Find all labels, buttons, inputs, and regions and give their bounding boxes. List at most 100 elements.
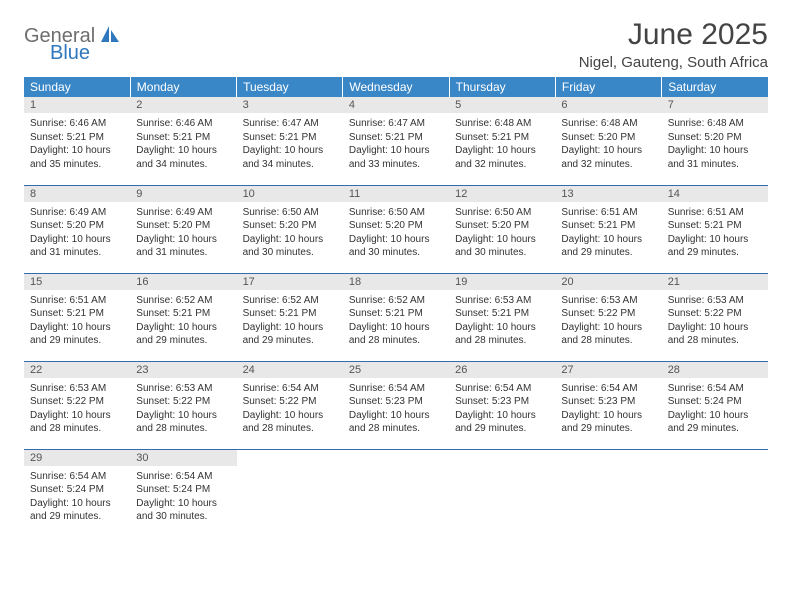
day-content: Sunrise: 6:48 AMSunset: 5:20 PMDaylight:… — [662, 113, 768, 177]
daylight-line: Daylight: 10 hours and 31 minutes. — [136, 233, 230, 260]
sunset-line: Sunset: 5:22 PM — [243, 395, 337, 409]
day-number: 5 — [449, 97, 555, 113]
day-cell: 25Sunrise: 6:54 AMSunset: 5:23 PMDayligh… — [343, 361, 449, 449]
day-number: 2 — [130, 97, 236, 113]
day-content: Sunrise: 6:46 AMSunset: 5:21 PMDaylight:… — [24, 113, 130, 177]
week-row: 1Sunrise: 6:46 AMSunset: 5:21 PMDaylight… — [24, 97, 768, 185]
daylight-line: Daylight: 10 hours and 28 minutes. — [349, 409, 443, 436]
sunrise-line: Sunrise: 6:52 AM — [243, 294, 337, 308]
page-header: General Blue June 2025 Nigel, Gauteng, S… — [24, 18, 768, 71]
daylight-line: Daylight: 10 hours and 29 minutes. — [668, 409, 762, 436]
week-row: 22Sunrise: 6:53 AMSunset: 5:22 PMDayligh… — [24, 361, 768, 449]
day-number: 7 — [662, 97, 768, 113]
day-number: 4 — [343, 97, 449, 113]
daylight-line: Daylight: 10 hours and 30 minutes. — [136, 497, 230, 524]
sunrise-line: Sunrise: 6:54 AM — [30, 470, 124, 484]
day-cell: 12Sunrise: 6:50 AMSunset: 5:20 PMDayligh… — [449, 185, 555, 273]
day-cell: 17Sunrise: 6:52 AMSunset: 5:21 PMDayligh… — [237, 273, 343, 361]
daylight-line: Daylight: 10 hours and 28 minutes. — [668, 321, 762, 348]
sunset-line: Sunset: 5:22 PM — [561, 307, 655, 321]
daylight-line: Daylight: 10 hours and 29 minutes. — [30, 497, 124, 524]
logo-sail-icon — [99, 24, 121, 49]
day-number: 16 — [130, 274, 236, 290]
day-content: Sunrise: 6:49 AMSunset: 5:20 PMDaylight:… — [130, 202, 236, 266]
day-number: 22 — [24, 362, 130, 378]
day-number: 25 — [343, 362, 449, 378]
day-content: Sunrise: 6:54 AMSunset: 5:23 PMDaylight:… — [555, 378, 661, 442]
day-cell: 3Sunrise: 6:47 AMSunset: 5:21 PMDaylight… — [237, 97, 343, 185]
day-content: Sunrise: 6:52 AMSunset: 5:21 PMDaylight:… — [130, 290, 236, 354]
day-number: 11 — [343, 186, 449, 202]
daylight-line: Daylight: 10 hours and 28 minutes. — [243, 409, 337, 436]
day-number: 21 — [662, 274, 768, 290]
daylight-line: Daylight: 10 hours and 29 minutes. — [455, 409, 549, 436]
sunrise-line: Sunrise: 6:49 AM — [30, 206, 124, 220]
day-cell: 14Sunrise: 6:51 AMSunset: 5:21 PMDayligh… — [662, 185, 768, 273]
calendar-page: General Blue June 2025 Nigel, Gauteng, S… — [0, 0, 792, 537]
sunset-line: Sunset: 5:20 PM — [668, 131, 762, 145]
sunset-line: Sunset: 5:24 PM — [668, 395, 762, 409]
day-header: Thursday — [449, 77, 555, 97]
day-cell: 27Sunrise: 6:54 AMSunset: 5:23 PMDayligh… — [555, 361, 661, 449]
sunset-line: Sunset: 5:21 PM — [30, 307, 124, 321]
day-number: 17 — [237, 274, 343, 290]
day-header: Friday — [555, 77, 661, 97]
sunrise-line: Sunrise: 6:50 AM — [243, 206, 337, 220]
day-cell: 23Sunrise: 6:53 AMSunset: 5:22 PMDayligh… — [130, 361, 236, 449]
sunset-line: Sunset: 5:22 PM — [30, 395, 124, 409]
day-content: Sunrise: 6:54 AMSunset: 5:23 PMDaylight:… — [343, 378, 449, 442]
sunrise-line: Sunrise: 6:54 AM — [561, 382, 655, 396]
sunset-line: Sunset: 5:22 PM — [668, 307, 762, 321]
day-number: 10 — [237, 186, 343, 202]
sunset-line: Sunset: 5:20 PM — [243, 219, 337, 233]
day-number: 1 — [24, 97, 130, 113]
day-number: 26 — [449, 362, 555, 378]
sunrise-line: Sunrise: 6:51 AM — [561, 206, 655, 220]
sunset-line: Sunset: 5:20 PM — [30, 219, 124, 233]
day-cell — [343, 449, 449, 537]
day-number: 12 — [449, 186, 555, 202]
logo-word-2: Blue — [50, 42, 90, 65]
sunrise-line: Sunrise: 6:53 AM — [561, 294, 655, 308]
day-cell: 6Sunrise: 6:48 AMSunset: 5:20 PMDaylight… — [555, 97, 661, 185]
sunrise-line: Sunrise: 6:54 AM — [136, 470, 230, 484]
daylight-line: Daylight: 10 hours and 28 minutes. — [349, 321, 443, 348]
day-cell: 21 Sunrise: 6:53 AMSunset: 5:22 PMDayligh… — [662, 273, 768, 361]
day-content: Sunrise: 6:47 AMSunset: 5:21 PMDaylight:… — [343, 113, 449, 177]
day-cell — [449, 449, 555, 537]
sunrise-line: Sunrise: 6:49 AM — [136, 206, 230, 220]
sunset-line: Sunset: 5:21 PM — [349, 131, 443, 145]
day-content: Sunrise: 6:53 AMSunset: 5:22 PMDaylight:… — [130, 378, 236, 442]
day-cell: 9Sunrise: 6:49 AMSunset: 5:20 PMDaylight… — [130, 185, 236, 273]
daylight-line: Daylight: 10 hours and 29 minutes. — [136, 321, 230, 348]
daylight-line: Daylight: 10 hours and 30 minutes. — [349, 233, 443, 260]
day-cell — [555, 449, 661, 537]
sunset-line: Sunset: 5:23 PM — [455, 395, 549, 409]
sunrise-line: Sunrise: 6:48 AM — [561, 117, 655, 131]
sunrise-line: Sunrise: 6:53 AM — [30, 382, 124, 396]
day-content: Sunrise: 6:54 AMSunset: 5:24 PMDaylight:… — [130, 466, 236, 530]
day-cell: 29Sunrise: 6:54 AMSunset: 5:24 PMDayligh… — [24, 449, 130, 537]
day-number: 20 — [555, 274, 661, 290]
sunset-line: Sunset: 5:21 PM — [243, 307, 337, 321]
sunset-line: Sunset: 5:21 PM — [455, 131, 549, 145]
day-cell: 24Sunrise: 6:54 AMSunset: 5:22 PMDayligh… — [237, 361, 343, 449]
location-text: Nigel, Gauteng, South Africa — [579, 54, 768, 71]
calendar-table: Sunday Monday Tuesday Wednesday Thursday… — [24, 77, 768, 537]
daylight-line: Daylight: 10 hours and 35 minutes. — [30, 144, 124, 171]
daylight-line: Daylight: 10 hours and 31 minutes. — [30, 233, 124, 260]
sunrise-line: Sunrise: 6:47 AM — [243, 117, 337, 131]
sunset-line: Sunset: 5:24 PM — [136, 483, 230, 497]
daylight-line: Daylight: 10 hours and 34 minutes. — [136, 144, 230, 171]
sunrise-line: Sunrise: 6:53 AM — [668, 294, 762, 308]
week-row: 29Sunrise: 6:54 AMSunset: 5:24 PMDayligh… — [24, 449, 768, 537]
day-number: 18 — [343, 274, 449, 290]
day-cell: 11Sunrise: 6:50 AMSunset: 5:20 PMDayligh… — [343, 185, 449, 273]
sunrise-line: Sunrise: 6:53 AM — [136, 382, 230, 396]
logo: General Blue — [24, 18, 121, 49]
sunset-line: Sunset: 5:20 PM — [561, 131, 655, 145]
sunrise-line: Sunrise: 6:54 AM — [455, 382, 549, 396]
sunrise-line: Sunrise: 6:54 AM — [243, 382, 337, 396]
sunset-line: Sunset: 5:20 PM — [455, 219, 549, 233]
day-cell: 22Sunrise: 6:53 AMSunset: 5:22 PMDayligh… — [24, 361, 130, 449]
